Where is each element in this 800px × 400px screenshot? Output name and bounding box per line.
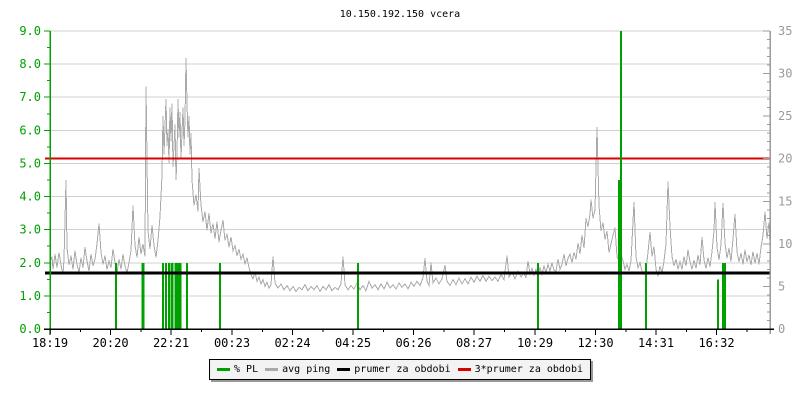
x-axis: 18:19 20:20 22:21 00:23 02:24 04:25 06:26 08:27… (32, 328, 774, 350)
x-tick-label: 20:20 (92, 336, 128, 350)
legend-item-3-prumer-za-obdobi: 3*prumer za obdobi (457, 364, 583, 375)
y-left-tick-label: 8.0 (19, 57, 41, 71)
y-left-tick-label: 3.0 (19, 223, 41, 237)
legend-label: % PL (234, 364, 259, 375)
legend: % PL avg ping prumer za obdobi 3*prumer za … (209, 359, 591, 380)
x-tick-label: 10:29 (517, 336, 553, 350)
y-left-tick-label: 4.0 (19, 190, 41, 204)
y-axis-right: 0 5 10 15 20 25 30 35 (763, 24, 792, 336)
legend-swatch (457, 368, 471, 371)
grid-lines (50, 30, 770, 297)
x-tick-label: 00:23 (214, 336, 250, 350)
y-left-tick-label: 6.0 (19, 123, 41, 137)
pl-bar (618, 180, 620, 329)
pl-bar (174, 262, 182, 329)
y-right-tick-label: 10 (778, 237, 792, 251)
legend-label: 3*prumer za obdobi (474, 364, 583, 375)
legend-swatch (265, 368, 279, 371)
y-right-tick-label: 5 (778, 279, 785, 293)
x-tick-label: 02:24 (274, 336, 310, 350)
x-tick-label: 14:31 (638, 336, 674, 350)
avg-ping-line (49, 58, 771, 293)
x-tick-label: 12:30 (577, 336, 613, 350)
x-tick-label: 16:32 (698, 336, 734, 350)
pl-bar (186, 262, 188, 329)
pl-bars (115, 31, 726, 329)
y-right-tick-label: 20 (778, 152, 792, 166)
y-left-tick-label: 2.0 (19, 256, 41, 270)
y-left-tick-label: 7.0 (19, 90, 41, 104)
pl-bar (170, 262, 174, 329)
pl-bar (722, 262, 726, 329)
y-right-tick-label: 25 (778, 109, 792, 123)
y-left-tick-label: 0.0 (19, 322, 41, 336)
pl-bar (717, 279, 719, 329)
y-left-tick-label: 5.0 (19, 156, 41, 170)
pl-bar (357, 262, 359, 329)
legend-item-pl: % PL (217, 364, 258, 375)
x-tick-label: 06:26 (395, 336, 431, 350)
pl-bar (537, 262, 539, 329)
x-tick-label: 18:19 (32, 336, 68, 350)
y-right-tick-label: 0 (778, 322, 785, 336)
legend-label: avg ping (282, 364, 331, 375)
x-tick-label: 04:25 (335, 336, 371, 350)
y-left-tick-label: 9.0 (19, 24, 41, 38)
pl-bar (115, 262, 117, 329)
y-left-tick-label: 1.0 (19, 289, 41, 303)
pl-bar (620, 31, 622, 329)
pl-bar (168, 262, 170, 329)
pl-bar (141, 262, 145, 329)
legend-label: prumer za obdobi (354, 364, 451, 375)
legend-swatch (337, 368, 351, 371)
y-right-tick-label: 30 (778, 67, 792, 81)
legend-item-prumer-za-obdobi: prumer za obdobi (337, 364, 451, 375)
pl-bar (219, 262, 221, 329)
y-right-tick-label: 35 (778, 24, 792, 38)
pl-bar (162, 262, 164, 329)
legend-swatch (217, 368, 231, 371)
x-tick-label: 08:27 (456, 336, 492, 350)
chart-title: 10.150.192.150 vcera (339, 9, 461, 20)
y-axis-left: 0.0 1.0 2.0 3.0 4.0 5.0 6.0 7.0 8.0 9.0 (19, 24, 51, 336)
pl-bar (165, 262, 167, 329)
x-tick-label: 22:21 (153, 336, 189, 350)
legend-item-avg-ping: avg ping (265, 364, 330, 375)
y-right-tick-label: 15 (778, 194, 792, 208)
pl-bar (645, 262, 647, 329)
